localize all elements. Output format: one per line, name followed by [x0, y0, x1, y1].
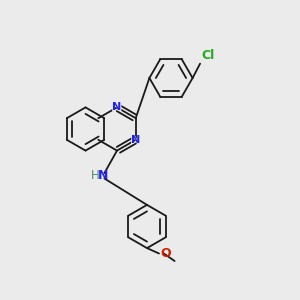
- Text: N: N: [111, 100, 123, 114]
- Text: N: N: [112, 102, 122, 112]
- Text: N: N: [131, 135, 140, 145]
- Text: H: H: [91, 169, 100, 182]
- Text: O: O: [160, 247, 171, 260]
- Text: N: N: [130, 133, 142, 147]
- Text: N: N: [98, 169, 108, 182]
- Text: Cl: Cl: [201, 49, 214, 62]
